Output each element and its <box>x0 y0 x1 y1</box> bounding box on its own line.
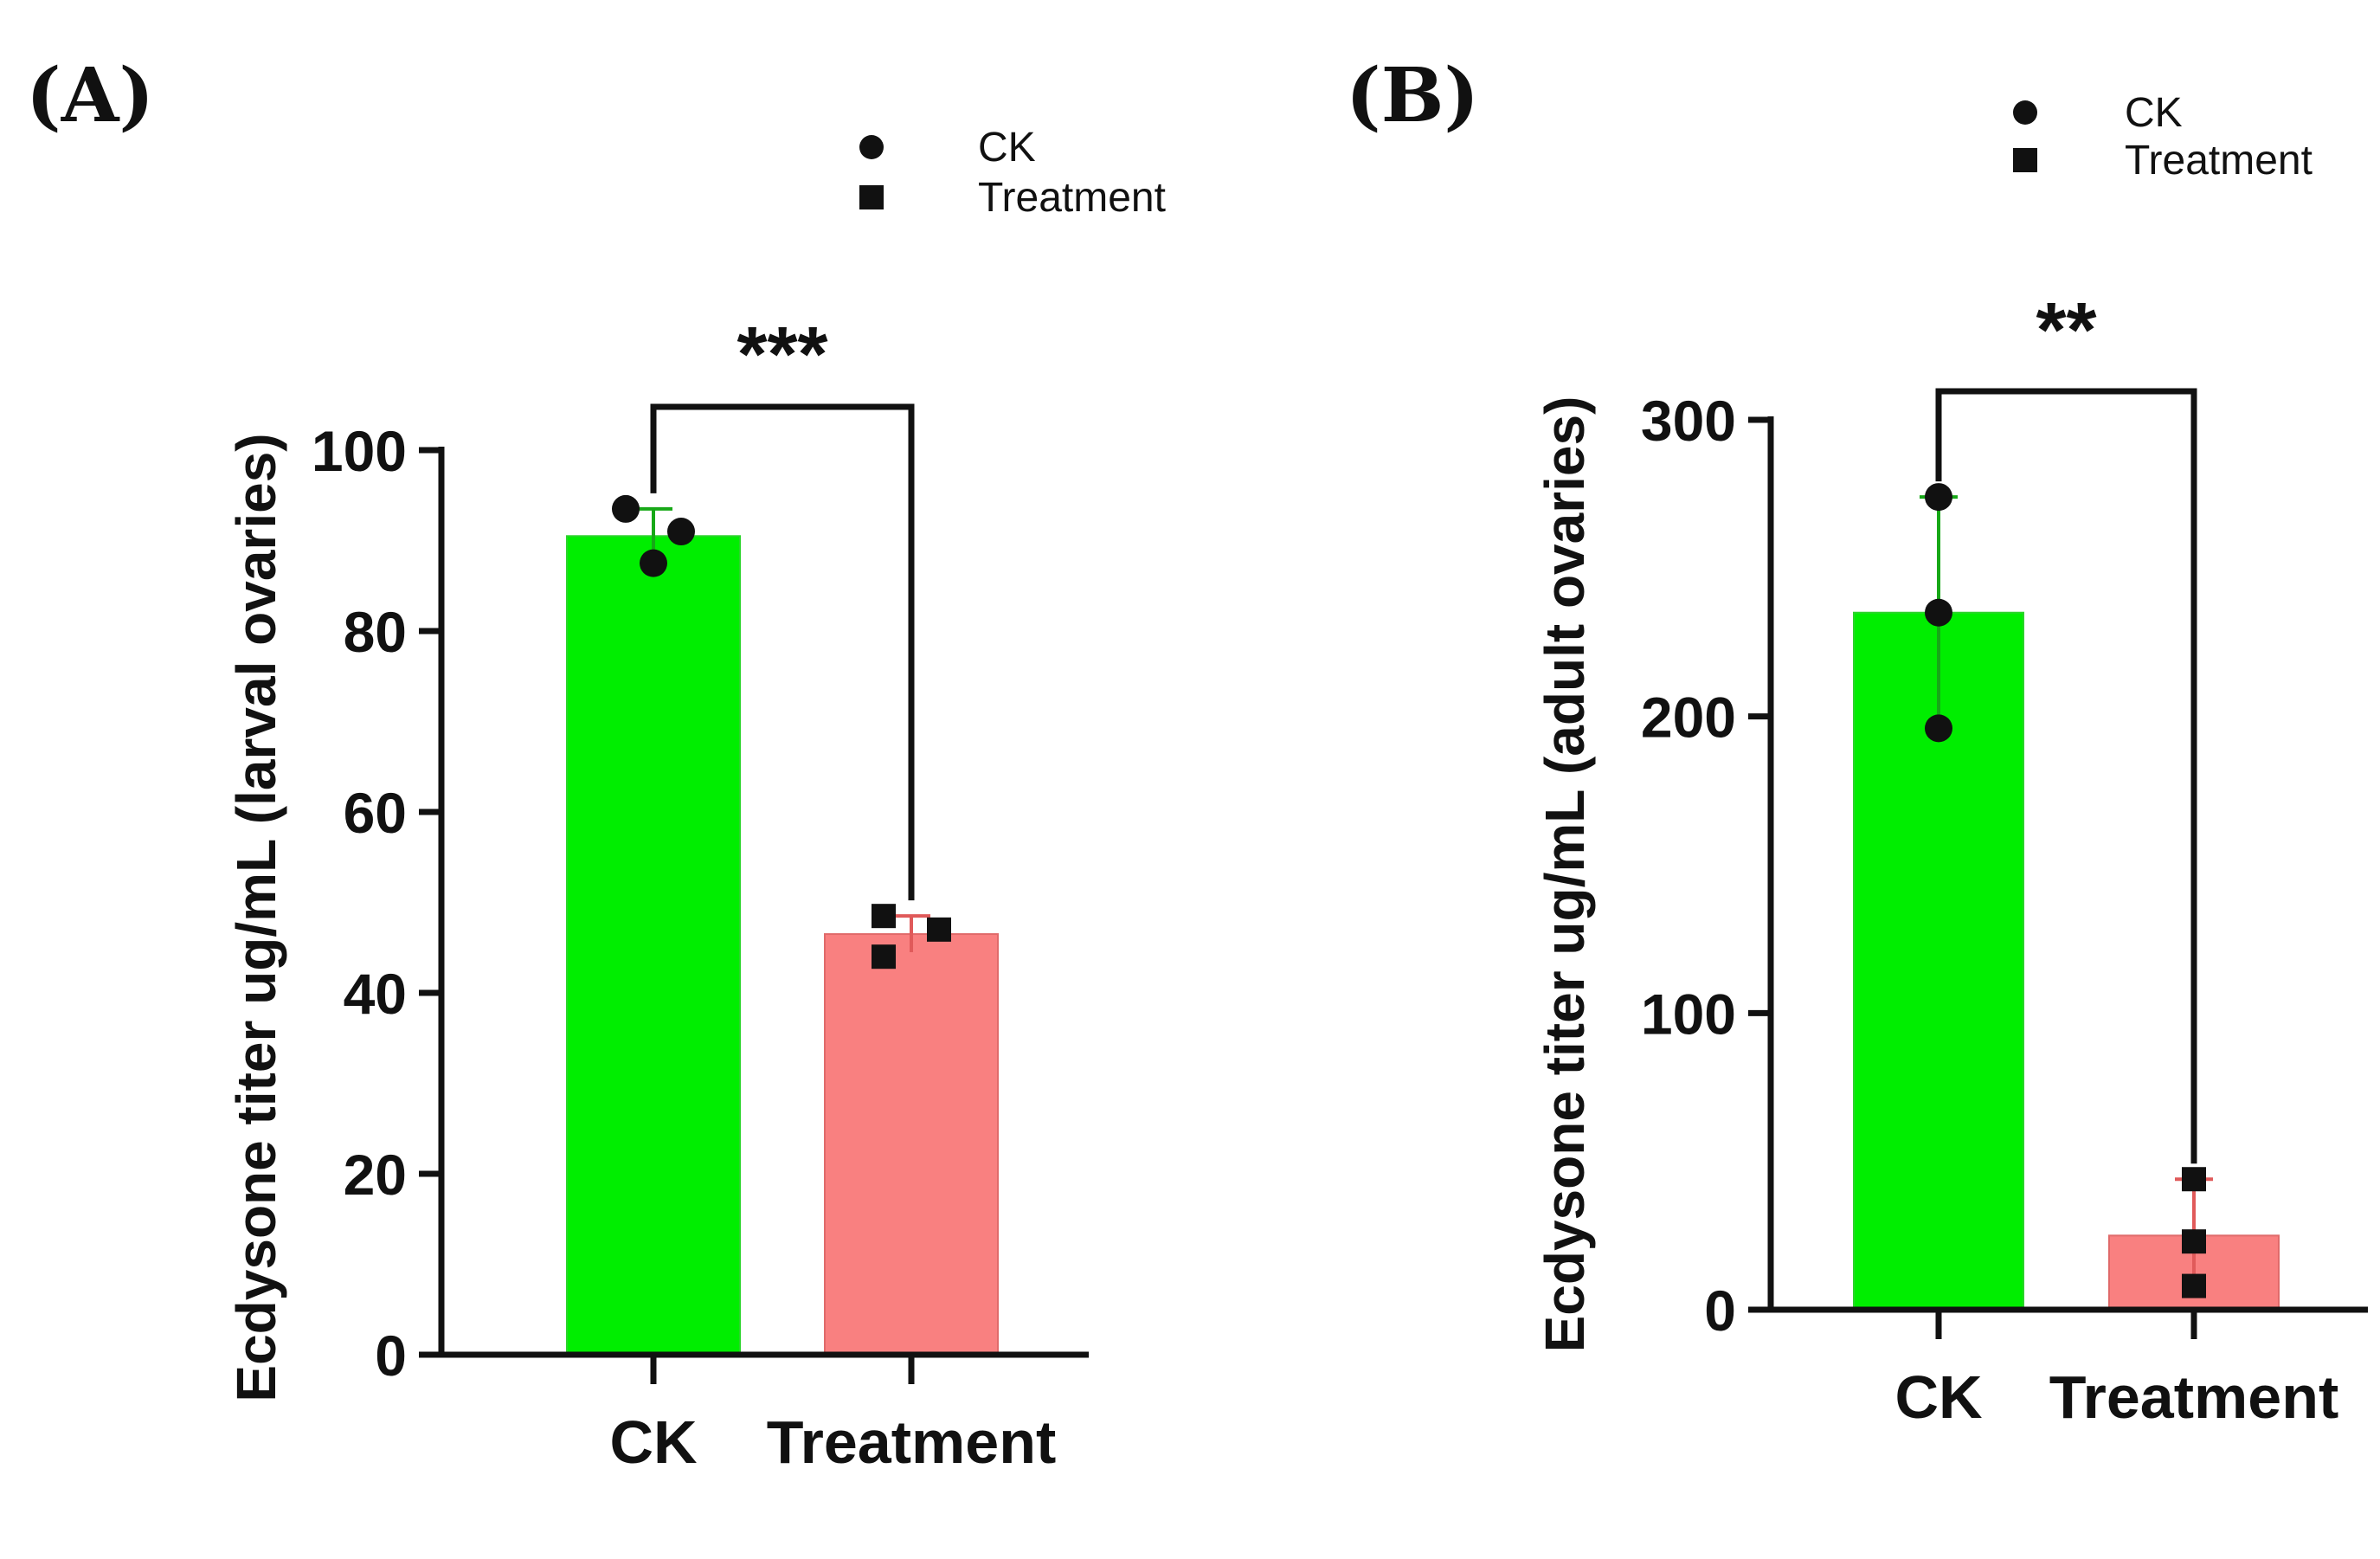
data-point-circle <box>667 518 695 546</box>
significance-bracket <box>1935 388 2197 1164</box>
y-tick-label: 200 <box>1641 686 1736 750</box>
category-label-ck: CK <box>1894 1363 1982 1431</box>
panel-label: (B) <box>1346 52 1479 139</box>
data-point-circle <box>640 549 667 577</box>
data-point-square <box>872 944 896 970</box>
bar-ck <box>566 535 741 1356</box>
category-label-ck: CK <box>609 1408 697 1476</box>
y-tick-label: 60 <box>344 781 407 845</box>
significance-bracket <box>650 403 915 901</box>
category-label-treatment: Treatment <box>2049 1363 2339 1431</box>
data-point-circle <box>1925 483 1952 512</box>
legend-label: CK <box>978 125 1036 171</box>
data-point-square <box>2182 1167 2206 1192</box>
legend-marker-square <box>2013 148 2037 172</box>
y-tick-label: 80 <box>344 600 407 664</box>
y-axis-label: Ecdysone titer ug/mL (larval ovaries) <box>225 433 287 1401</box>
data-point-square <box>872 904 896 929</box>
legend-label: Treatment <box>978 175 1166 221</box>
data-point-circle <box>612 494 640 523</box>
y-tick-label: 100 <box>1641 982 1736 1046</box>
data-point-circle <box>1925 598 1952 627</box>
legend-marker-square <box>859 185 884 209</box>
y-tick-label: 40 <box>344 962 407 1026</box>
y-tick-label: 100 <box>312 419 407 483</box>
significance-label: *** <box>737 312 827 398</box>
y-tick-label: 300 <box>1641 389 1736 453</box>
significance-label: ** <box>2036 287 2096 374</box>
legend-label: CK <box>2125 90 2183 136</box>
bar-treatment <box>824 933 999 1356</box>
legend-marker-circle <box>2013 100 2037 125</box>
data-point-square <box>2182 1229 2206 1254</box>
y-tick-label: 0 <box>1704 1279 1736 1343</box>
legend-label: Treatment <box>2125 138 2312 184</box>
data-point-square <box>927 917 951 942</box>
category-label-treatment: Treatment <box>767 1408 1057 1476</box>
data-point-circle <box>1925 714 1952 743</box>
y-axis-label: Ecdysone titer ug/mL (adult ovaries) <box>1534 396 1596 1353</box>
y-tick-label: 0 <box>375 1324 407 1388</box>
y-tick-label: 20 <box>344 1143 407 1207</box>
data-point-square <box>2182 1273 2206 1298</box>
panel-label: (A) <box>26 52 154 139</box>
legend-marker-circle <box>859 135 884 159</box>
